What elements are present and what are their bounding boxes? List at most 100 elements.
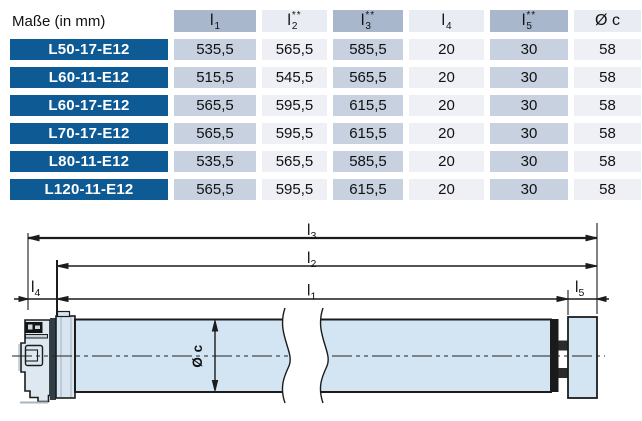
arrowhead — [211, 320, 219, 332]
table-cell: 545,5 — [262, 67, 327, 88]
tube-break — [281, 307, 329, 404]
header-sub: 1 — [214, 21, 221, 32]
table-cell: 58 — [574, 151, 641, 172]
row-label: L120-11-E12 — [10, 179, 168, 200]
head-connector-slot — [35, 325, 40, 329]
table-cell: 20 — [409, 39, 484, 60]
column-header-l5: l ** 5 — [490, 10, 568, 32]
header-base: l — [209, 12, 214, 29]
dim-label-l1: l1 — [307, 283, 316, 303]
drive-adapter — [567, 316, 598, 399]
table-cell: 58 — [574, 95, 641, 116]
row-label: L60-11-E12 — [10, 67, 168, 88]
break-line — [281, 307, 291, 404]
table-cell: 615,5 — [333, 179, 403, 200]
header-base: Ø c — [595, 12, 620, 29]
table-cell: 565,5 — [174, 179, 256, 200]
arrowhead — [18, 295, 30, 303]
arrowhead — [56, 262, 69, 270]
table-cell: 595,5 — [262, 179, 327, 200]
table-cell: 535,5 — [174, 39, 256, 60]
table-cell: 20 — [409, 123, 484, 144]
column-header-l4: l 4 — [409, 10, 484, 32]
table-cell: 58 — [574, 179, 641, 200]
table-cell: 585,5 — [333, 151, 403, 172]
table-cell: 515,5 — [174, 67, 256, 88]
table-cell: 595,5 — [262, 95, 327, 116]
header-base: l — [287, 12, 291, 29]
header-script-stack: 4 — [446, 11, 452, 32]
header-sub: 2 — [291, 21, 298, 32]
head-connector-slot — [28, 324, 33, 330]
header-script-stack: ** 2 — [291, 10, 302, 32]
table-cell: 535,5 — [174, 151, 256, 172]
table-cell: 615,5 — [333, 123, 403, 144]
table-cell: 565,5 — [174, 123, 256, 144]
row-label: L80-11-E12 — [10, 151, 168, 172]
dimension-table: Maße (in mm) l 1 l ** 2 l ** 3 l — [0, 0, 642, 200]
drive-lug — [558, 340, 568, 351]
header-base: l — [441, 12, 445, 29]
row-label: L70-17-E12 — [10, 123, 168, 144]
row-label: L50-17-E12 — [10, 39, 168, 60]
table-cell: 58 — [574, 39, 641, 60]
crown-top-tab — [56, 310, 71, 318]
table-cell: 30 — [490, 95, 568, 116]
table-cell: 565,5 — [174, 95, 256, 116]
table-cell: 565,5 — [333, 67, 403, 88]
header-base: l — [521, 12, 526, 29]
header-sub: 4 — [446, 21, 452, 32]
arrowhead — [595, 295, 607, 303]
drive-lug — [558, 368, 568, 378]
table-cell: 615,5 — [333, 95, 403, 116]
table-cell: 58 — [574, 67, 641, 88]
table-cell: 565,5 — [262, 39, 327, 60]
header-script-stack: ** 5 — [526, 10, 537, 32]
head-connector — [25, 322, 43, 333]
row-label: L60-17-E12 — [10, 95, 168, 116]
header-script-stack: 1 — [214, 11, 221, 32]
table-cell: 30 — [490, 39, 568, 60]
header-script-stack: ** 3 — [365, 10, 376, 32]
break-line — [319, 307, 329, 404]
dimension-lines — [14, 234, 609, 392]
table-cell: 565,5 — [262, 151, 327, 172]
header-base: l — [360, 12, 365, 29]
table-cell: 30 — [490, 151, 568, 172]
table-cell: 20 — [409, 67, 484, 88]
column-header-l2: l ** 2 — [262, 10, 327, 32]
header-sup: ** — [291, 10, 302, 21]
dim-label-l5: l5 — [575, 279, 584, 299]
table-cell: 595,5 — [262, 123, 327, 144]
dim-label-l2: l2 — [307, 250, 316, 270]
arrowhead — [556, 295, 569, 303]
tube-end-cap — [551, 319, 559, 392]
table-cell: 20 — [409, 95, 484, 116]
break-mask — [282, 308, 329, 403]
dim-label-diameter: Ø c — [190, 344, 205, 367]
head-flange — [50, 318, 56, 400]
column-header-diameter: Ø c — [574, 10, 641, 32]
dim-label-l3: l3 — [307, 222, 316, 242]
arrowhead — [585, 234, 598, 242]
motor-dimension-drawing: l3 l2 l1 l4 l5 Ø c — [12, 222, 609, 404]
head-ledge — [25, 334, 48, 339]
table-cell: 20 — [409, 151, 484, 172]
header-sup: ** — [526, 10, 537, 21]
table-cell: 58 — [574, 123, 641, 144]
header-sup: ** — [365, 10, 376, 21]
dim-label-l4: l4 — [31, 279, 40, 299]
arrowhead — [56, 295, 69, 303]
table-corner-header: Maße (in mm) — [10, 10, 168, 32]
header-sub: 3 — [365, 21, 371, 32]
table-cell: 20 — [409, 179, 484, 200]
table-cell: 30 — [490, 67, 568, 88]
arrowhead — [211, 380, 219, 392]
arrowhead — [27, 234, 40, 242]
column-header-l1: l 1 — [174, 10, 256, 32]
table-cell: 585,5 — [333, 39, 403, 60]
table-cell: 30 — [490, 123, 568, 144]
arrowhead — [585, 262, 598, 270]
crown-ring — [55, 315, 76, 399]
